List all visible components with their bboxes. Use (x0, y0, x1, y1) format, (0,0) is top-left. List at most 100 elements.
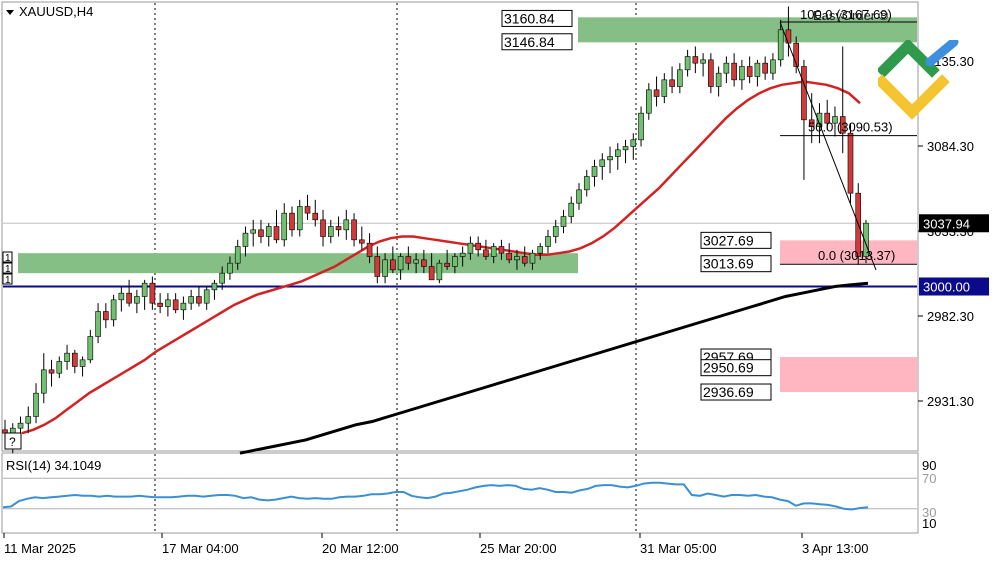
bull-candle[interactable] (227, 262, 233, 274)
left-level-box[interactable] (2, 262, 13, 274)
bull-candle[interactable] (630, 139, 637, 147)
bull-candle[interactable] (234, 246, 241, 264)
bull-candle[interactable] (219, 272, 225, 284)
bull-candle[interactable] (281, 212, 288, 241)
bull-candle[interactable] (265, 226, 272, 237)
bear-candle[interactable] (289, 212, 295, 231)
bear-candle[interactable] (273, 226, 280, 241)
fibonacci-tool[interactable]: 50.0 (3090.53) 0.0 (3013.37) 3160.84 3146.8… (501, 9, 917, 401)
bear-candle[interactable] (506, 252, 512, 261)
bull-candle[interactable] (9, 427, 16, 434)
bull-candle[interactable] (863, 222, 869, 257)
bull-candle[interactable] (110, 299, 117, 321)
bull-candle[interactable] (56, 361, 63, 374)
bear-candle[interactable] (335, 226, 342, 231)
bear-candle[interactable] (762, 62, 768, 74)
bull-candle[interactable] (514, 256, 520, 261)
bear-candle[interactable] (498, 246, 505, 254)
bull-candle[interactable] (684, 56, 691, 71)
bull-candle[interactable] (118, 292, 125, 301)
bear-candle[interactable] (196, 296, 202, 304)
bull-candle[interactable] (661, 79, 668, 97)
bull-candle[interactable] (816, 112, 823, 127)
bull-candle[interactable] (560, 216, 567, 227)
bull-candle[interactable] (327, 226, 334, 237)
bear-candle[interactable] (847, 132, 854, 194)
bear-candle[interactable] (521, 256, 528, 264)
bull-candle[interactable] (203, 289, 210, 304)
bear-candle[interactable] (304, 206, 311, 214)
bull-candle[interactable] (591, 166, 598, 177)
bear-candle[interactable] (731, 62, 737, 81)
bear-candle[interactable] (653, 89, 660, 97)
bear-candle[interactable] (72, 352, 78, 367)
bear-candle[interactable] (157, 302, 163, 307)
bear-candle[interactable] (149, 282, 156, 304)
fib-trend-line[interactable] (779, 21, 877, 271)
bull-candle[interactable] (607, 156, 613, 161)
bear-candle[interactable] (669, 79, 675, 87)
bull-candle[interactable] (141, 282, 148, 297)
bull-candle[interactable] (211, 282, 218, 291)
bull-candle[interactable] (180, 302, 187, 311)
bull-candle[interactable] (777, 29, 784, 61)
bull-candle[interactable] (739, 66, 745, 81)
bear-candle[interactable] (390, 259, 396, 271)
bull-candle[interactable] (40, 369, 47, 394)
bull-candle[interactable] (95, 311, 101, 337)
bull-candle[interactable] (17, 422, 24, 429)
bull-candle[interactable] (646, 89, 652, 114)
bear-candle[interactable] (374, 256, 381, 277)
bear-candle[interactable] (366, 242, 373, 257)
bear-candle[interactable] (692, 56, 699, 64)
bear-candle[interactable] (483, 249, 489, 257)
bull-candle[interactable] (397, 256, 404, 271)
bear-candle[interactable] (320, 219, 326, 237)
bear-candle[interactable] (258, 229, 264, 237)
bull-candle[interactable] (754, 62, 761, 77)
bear-candle[interactable] (405, 256, 412, 264)
bear-candle[interactable] (475, 242, 481, 251)
bear-candle[interactable] (708, 59, 714, 87)
bear-candle[interactable] (428, 266, 435, 281)
bull-candle[interactable] (700, 59, 706, 64)
bull-candle[interactable] (87, 336, 94, 361)
help-icon[interactable] (4, 432, 22, 450)
bear-candle[interactable] (103, 311, 109, 321)
bull-candle[interactable] (436, 262, 443, 281)
bear-candle[interactable] (351, 219, 357, 241)
bear-candle[interactable] (746, 66, 753, 77)
bull-candle[interactable] (529, 252, 536, 264)
bull-candle[interactable] (490, 246, 497, 257)
bull-candle[interactable] (568, 202, 575, 217)
bull-candle[interactable] (343, 219, 350, 231)
bear-candle[interactable] (172, 299, 179, 311)
bull-candle[interactable] (25, 416, 32, 424)
bull-candle[interactable] (599, 159, 606, 167)
bull-candle[interactable] (715, 72, 722, 87)
bull-candle[interactable] (552, 226, 559, 237)
bull-candle[interactable] (134, 296, 140, 304)
bear-candle[interactable] (808, 119, 815, 127)
bear-candle[interactable] (48, 369, 55, 374)
bear-candle[interactable] (126, 292, 132, 304)
bull-candle[interactable] (296, 206, 303, 231)
bull-candle[interactable] (79, 359, 86, 367)
bull-candle[interactable] (583, 176, 590, 191)
bear-candle[interactable] (839, 116, 846, 134)
bear-candle[interactable] (359, 239, 365, 244)
bull-candle[interactable] (576, 189, 582, 204)
bear-candle[interactable] (421, 259, 427, 267)
easy-order-label[interactable]: EasyOrder © (813, 8, 889, 23)
bull-candle[interactable] (537, 246, 544, 254)
bull-candle[interactable] (242, 232, 249, 247)
bull-candle[interactable] (622, 146, 629, 151)
left-level-box[interactable] (2, 273, 13, 285)
bull-candle[interactable] (188, 296, 194, 304)
bull-candle[interactable] (614, 149, 621, 157)
bull-candle[interactable] (545, 236, 551, 247)
bear-candle[interactable] (312, 212, 319, 221)
left-level-box[interactable] (2, 251, 13, 263)
bull-candle[interactable] (64, 352, 70, 362)
